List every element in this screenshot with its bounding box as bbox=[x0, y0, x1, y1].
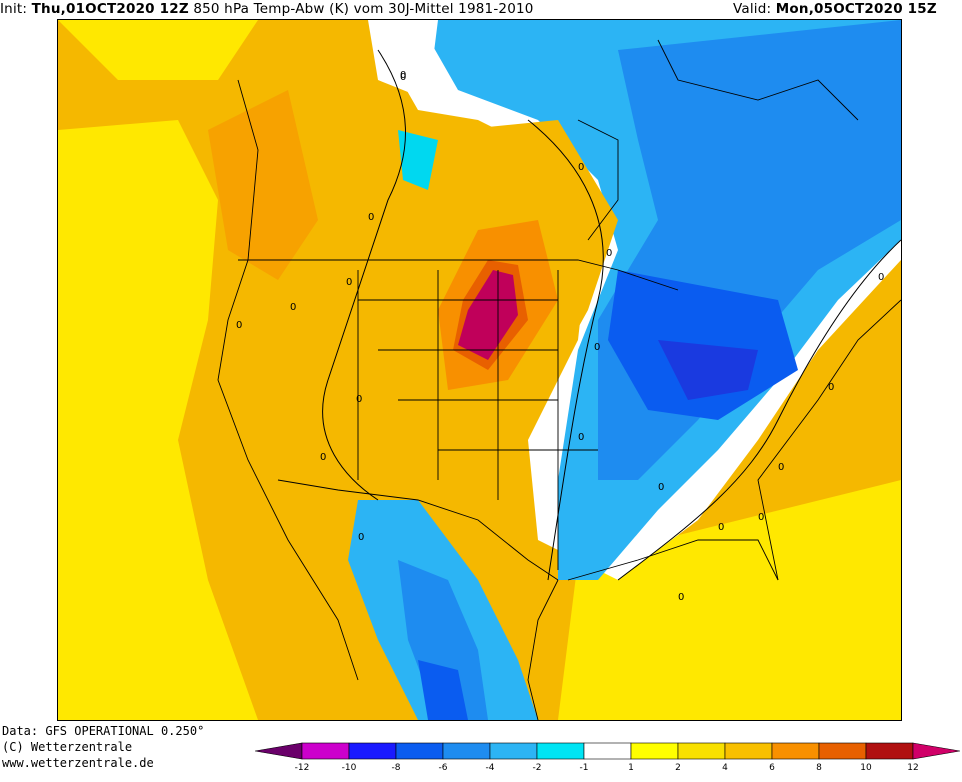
colorbar-segment bbox=[583, 742, 632, 760]
contour-label: 0 bbox=[678, 592, 684, 603]
colorbar-tick-label: 2 bbox=[675, 763, 681, 773]
contour-label: 0 bbox=[356, 394, 362, 405]
contour-label: 0 bbox=[606, 248, 612, 259]
colorbar-tick-label: -6 bbox=[439, 763, 448, 773]
contour-label: 0 bbox=[400, 70, 406, 81]
contour-label: 0 bbox=[290, 302, 296, 313]
contour-label: 0 bbox=[236, 320, 242, 331]
contour-label: 0 bbox=[368, 212, 374, 223]
colorbar-tick-label: -4 bbox=[486, 763, 495, 773]
contour-label: 0 bbox=[578, 432, 584, 443]
colorbar-tick-label: 8 bbox=[816, 763, 822, 773]
anomaly-yellow-southeast bbox=[558, 480, 901, 720]
hudson-bay bbox=[577, 119, 619, 241]
state-lines-h bbox=[358, 299, 598, 451]
colorbar-segment bbox=[818, 742, 867, 760]
anomaly-yellow-west bbox=[58, 120, 258, 720]
colorbar-tick-label: 12 bbox=[907, 763, 918, 773]
colorbar-tick-label: 6 bbox=[769, 763, 775, 773]
colorbar-segment bbox=[301, 742, 350, 760]
anomaly-yellow-north bbox=[58, 20, 258, 80]
website-url: www.wetterzentrale.de bbox=[2, 756, 154, 770]
contour-label: 0 bbox=[346, 277, 352, 288]
us-mexico-border bbox=[277, 479, 559, 581]
colorbar-segment bbox=[395, 742, 444, 760]
colorbar-segments bbox=[255, 742, 960, 760]
zero-contour-southeast bbox=[617, 239, 901, 581]
contour-label: 0 bbox=[758, 512, 764, 523]
east-coastline bbox=[757, 299, 901, 581]
contour-label: 0 bbox=[320, 452, 326, 463]
anomaly-max-plains bbox=[458, 270, 518, 360]
contour-label: 0 bbox=[828, 382, 834, 393]
colorbar-segment bbox=[255, 742, 303, 760]
colorbar-tick-label: 10 bbox=[860, 763, 872, 773]
boundaries bbox=[217, 39, 901, 720]
colorbar-segment bbox=[630, 742, 679, 760]
contour-label: 0 bbox=[358, 532, 364, 543]
map-title: 850 hPa Temp-Abw (K) vom 30J-Mittel 1981… bbox=[193, 1, 534, 17]
state-lines-v bbox=[357, 270, 559, 570]
data-source: Data: GFS OPERATIONAL 0.250° bbox=[2, 724, 205, 738]
zero-contour-west bbox=[322, 49, 406, 501]
colorbar-tick-label: -10 bbox=[342, 763, 357, 773]
colorbar-ticks: -12 -10 -8 -6 -4 -2 -1 1 2 4 6 8 10 12 bbox=[295, 763, 919, 773]
header-valid: Valid: Mon,05OCT2020 15Z bbox=[733, 0, 937, 20]
header-init: Init: Thu,01OCT2020 12Z 850 hPa Temp-Abw… bbox=[0, 0, 534, 20]
anomaly-white-north bbox=[368, 20, 438, 100]
contour-label: 0 bbox=[578, 162, 584, 173]
us-canada-border bbox=[238, 259, 679, 291]
arctic-coast bbox=[657, 39, 859, 121]
contour-label: 0 bbox=[878, 272, 884, 283]
valid-time: Mon,05OCT2020 15Z bbox=[775, 1, 937, 17]
init-time: Thu,01OCT2020 12Z bbox=[31, 1, 189, 17]
copyright: (C) Wetterzentrale bbox=[2, 740, 133, 754]
colorbar-tick-label: 1 bbox=[628, 763, 634, 773]
colorbar-segment bbox=[912, 742, 960, 760]
contour-label: 0 bbox=[658, 482, 664, 493]
contour-label: 0 bbox=[718, 522, 724, 533]
gulf-coast-north bbox=[567, 539, 779, 581]
colorbar-tick-label: -8 bbox=[392, 763, 401, 773]
anomaly-cold-mexico-max bbox=[418, 660, 468, 720]
colorbar-tick-label: -2 bbox=[533, 763, 542, 773]
colorbar: -12 -10 -8 -6 -4 -2 -1 1 2 4 6 8 10 12 bbox=[255, 742, 960, 773]
init-label: Init: bbox=[0, 1, 28, 17]
colorbar-segment bbox=[771, 742, 820, 760]
anomaly-cold-core bbox=[658, 340, 758, 400]
colorbar-segment bbox=[489, 742, 538, 760]
anomaly-orange-coast bbox=[208, 90, 318, 280]
colorbar-segment bbox=[677, 742, 726, 760]
anomaly-cold-mexico-core bbox=[398, 560, 488, 720]
contour-label: 0 bbox=[778, 462, 784, 473]
colorbar-segment bbox=[724, 742, 773, 760]
colorbar-tick-label: 4 bbox=[722, 763, 728, 773]
colorbar-segment bbox=[865, 742, 914, 760]
gulf-coast-west bbox=[527, 579, 559, 720]
valid-label: Valid: bbox=[733, 1, 772, 17]
colorbar-tick-label: -12 bbox=[295, 763, 310, 773]
colorbar-tick-label: -1 bbox=[580, 763, 589, 773]
west-coastline bbox=[217, 79, 359, 681]
anomaly-cyan-pocket bbox=[398, 130, 438, 190]
colorbar-segment bbox=[348, 742, 397, 760]
contour-label: 0 bbox=[594, 342, 600, 353]
colorbar-segment bbox=[536, 742, 585, 760]
colorbar-segment bbox=[442, 742, 491, 760]
contour-label: 0 bbox=[400, 72, 406, 83]
zero-contour-east bbox=[527, 119, 604, 581]
